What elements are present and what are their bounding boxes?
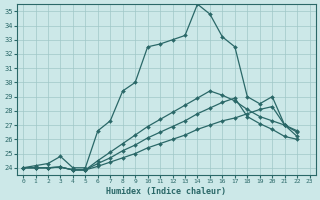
X-axis label: Humidex (Indice chaleur): Humidex (Indice chaleur)	[106, 187, 226, 196]
